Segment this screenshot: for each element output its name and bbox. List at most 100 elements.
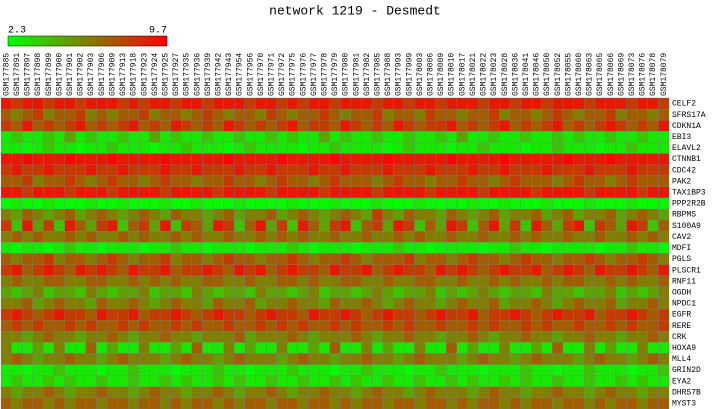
heatmap-cell [456, 164, 468, 176]
heatmap-cell [191, 142, 203, 154]
heatmap-cell [488, 231, 500, 243]
heatmap-cell [446, 197, 458, 210]
heatmap-cell [106, 242, 118, 254]
row-label: RERE [672, 322, 691, 331]
heatmap-cell [456, 97, 468, 110]
heatmap-cell [605, 197, 617, 210]
heatmap-cell [552, 142, 564, 154]
heatmap-cell [64, 342, 76, 354]
heatmap-cell [382, 297, 394, 310]
heatmap-cell [138, 108, 150, 121]
heatmap-cell [191, 342, 203, 354]
heatmap-cell [350, 264, 362, 276]
heatmap-cell [297, 186, 309, 199]
heatmap-cell [0, 353, 12, 365]
heatmap-cell [170, 220, 182, 232]
heatmap-cell [403, 142, 415, 154]
heatmap-cell [435, 353, 447, 365]
heatmap-cell [318, 197, 330, 210]
heatmap-cell [212, 375, 224, 387]
heatmap-cell [477, 331, 489, 343]
heatmap-cell [435, 153, 447, 165]
heatmap-cell [573, 97, 585, 110]
heatmap-cell [520, 253, 532, 265]
heatmap-cell [318, 275, 330, 287]
heatmap-cell [32, 286, 44, 299]
heatmap-cell [117, 375, 129, 387]
heatmap-cell [361, 319, 373, 332]
heatmap-cell [329, 97, 341, 110]
heatmap-cell [594, 286, 606, 299]
heatmap-cell [223, 308, 235, 321]
heatmap-cell [212, 253, 224, 265]
colorbar-min-label: 2.3 [8, 26, 26, 37]
heatmap-cell [637, 175, 648, 188]
heatmap-cell [467, 186, 479, 199]
heatmap-cell [605, 142, 617, 154]
heatmap-cell [308, 164, 320, 176]
heatmap-cell [477, 197, 489, 210]
heatmap-cell [647, 120, 659, 132]
heatmap-cell [53, 186, 65, 199]
heatmap-cell [488, 342, 500, 354]
heatmap-cell [435, 186, 447, 199]
heatmap-cell [637, 120, 648, 132]
heatmap-cell [191, 208, 203, 221]
heatmap-cell [43, 153, 55, 165]
heatmap-cell [403, 220, 415, 232]
heatmap-cell [477, 253, 489, 265]
heatmap-cell [318, 220, 330, 232]
heatmap-cell [477, 186, 489, 199]
heatmap-cell [308, 364, 320, 376]
heatmap-cell [170, 286, 182, 299]
heatmap-cell [520, 342, 532, 354]
heatmap-cell [276, 97, 288, 110]
heatmap-cell [329, 264, 341, 276]
heatmap-cell [361, 331, 373, 343]
heatmap-cell [64, 220, 76, 232]
heatmap-cell [499, 342, 511, 354]
heatmap-cell [223, 286, 235, 299]
heatmap-cell [265, 331, 277, 343]
heatmap-cell [244, 386, 256, 399]
heatmap-cell [244, 397, 256, 409]
heatmap-cell [361, 197, 373, 210]
heatmap-cell [541, 186, 553, 199]
heatmap-cell [223, 153, 235, 165]
heatmap-cell [138, 308, 150, 321]
heatmap-cell [223, 142, 235, 154]
heatmap-cell [244, 242, 256, 254]
heatmap-cell [170, 319, 182, 332]
heatmap-cell [488, 264, 500, 276]
heatmap-cell [149, 186, 161, 199]
heatmap-cell [520, 275, 532, 287]
heatmap-cell [382, 364, 394, 376]
heatmap-cell [32, 164, 44, 176]
heatmap-cell [244, 97, 256, 110]
heatmap-cell [287, 231, 299, 243]
heatmap-cell [424, 197, 436, 210]
heatmap-cell [329, 353, 341, 365]
heatmap-cell [382, 319, 394, 332]
heatmap-cell [340, 142, 352, 154]
heatmap-cell [159, 175, 171, 188]
heatmap-cell [117, 386, 129, 399]
heatmap-cell [308, 231, 320, 243]
heatmap-cell [382, 231, 394, 243]
heatmap-cell [308, 142, 320, 154]
heatmap-cell [149, 308, 161, 321]
heatmap-cell [202, 208, 214, 221]
heatmap-cell [626, 308, 638, 321]
heatmap-cell [297, 108, 309, 121]
heatmap-cell [75, 331, 86, 343]
heatmap-cell [329, 220, 341, 232]
heatmap-cell [53, 142, 65, 154]
heatmap-cell [573, 386, 585, 399]
heatmap-cell [605, 386, 617, 399]
heatmap-cell [520, 353, 532, 365]
heatmap-cell [467, 275, 479, 287]
heatmap-cell [552, 186, 564, 199]
heatmap-cell [64, 319, 76, 332]
heatmap-cell [96, 208, 108, 221]
heatmap-cell [552, 242, 564, 254]
